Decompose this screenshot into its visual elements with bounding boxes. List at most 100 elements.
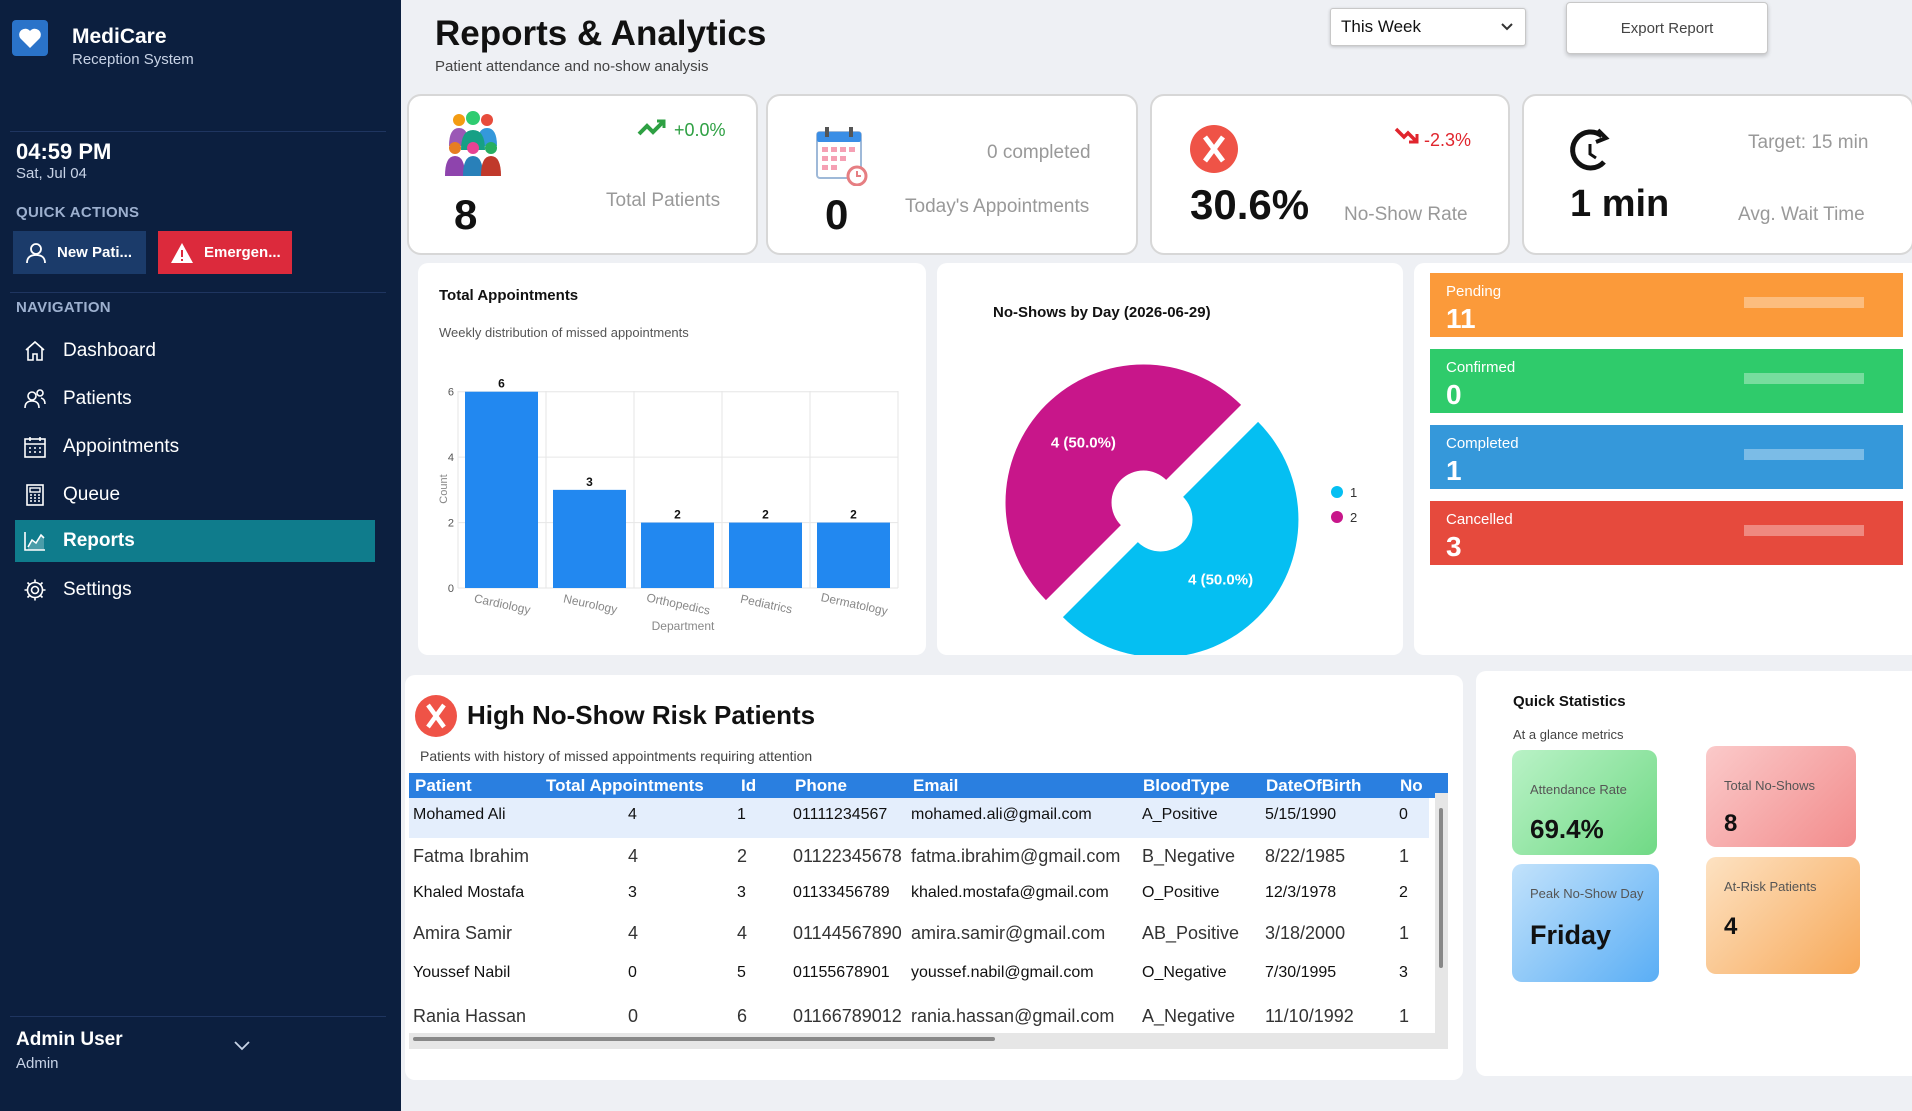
scrollbar-thumb[interactable] xyxy=(413,1037,995,1041)
nav-item-dashboard[interactable]: Dashboard xyxy=(15,330,375,372)
scrollbar-thumb[interactable] xyxy=(1439,808,1443,968)
column-header[interactable]: Patient xyxy=(415,776,472,795)
vertical-scrollbar[interactable] xyxy=(1435,793,1448,1049)
y-tick-label: 2 xyxy=(448,518,454,530)
bar[interactable] xyxy=(729,522,802,588)
status-value: 1 xyxy=(1446,455,1462,486)
table-row[interactable]: Fatma Ibrahim 4 2 01122345678 fatma.ibrahim@… xyxy=(409,836,1429,876)
table-cell: Youssef Nabil xyxy=(413,964,511,981)
total-patients-value: 8 xyxy=(454,191,478,238)
nav-label: Dashboard xyxy=(63,340,156,361)
table-cell: 3/18/2000 xyxy=(1265,923,1346,943)
legend-label: 1 xyxy=(1350,485,1357,500)
pie-chart-panel: No-Shows by Day (2026-06-29) 4 (50.0%) 4 … xyxy=(937,263,1403,655)
nav-item-settings[interactable]: Settings xyxy=(15,569,375,611)
period-select[interactable]: This Week xyxy=(1330,8,1526,46)
x-axis-label: Department xyxy=(652,619,715,633)
app-name: MediCare xyxy=(72,25,167,48)
status-label: Cancelled xyxy=(1446,511,1513,528)
stat-label: Attendance Rate xyxy=(1530,782,1627,797)
table-cell: 3 xyxy=(737,884,746,901)
app-subtitle: Reception System xyxy=(72,51,194,68)
nav-item-appointments[interactable]: Appointments xyxy=(15,426,375,468)
table-cell: 8/22/1985 xyxy=(1265,846,1346,866)
nav-item-queue[interactable]: Queue xyxy=(15,474,375,516)
bar[interactable] xyxy=(465,391,538,588)
stat-label: Total No-Shows xyxy=(1724,778,1816,793)
table-row[interactable]: Rania Hassan 0 6 01166789012 rania.hassan@gm… xyxy=(409,996,1429,1036)
table-cell: 4 xyxy=(628,846,639,866)
table-cell: 0 xyxy=(628,1006,639,1026)
x-tick-label: Pediatrics xyxy=(739,592,793,617)
stat-at-risk: At-Risk Patients 4 xyxy=(1706,857,1860,974)
export-report-button[interactable]: Export Report xyxy=(1566,2,1768,54)
users-icon xyxy=(24,389,46,409)
new-patient-button[interactable]: New Pati... xyxy=(13,231,146,274)
stat-total-noshows: Total No-Shows 8 xyxy=(1706,746,1856,847)
column-header[interactable]: BloodType xyxy=(1143,776,1230,795)
table-row[interactable]: Amira Samir 4 4 01144567890 amira.samir@gmai… xyxy=(409,913,1429,953)
bar-value-label: 6 xyxy=(498,377,505,391)
noshow-rate-label: No-Show Rate xyxy=(1344,204,1468,225)
stat-value: 69.4% xyxy=(1530,814,1604,844)
nav-label: Reports xyxy=(63,530,135,551)
table-cell: Mohamed Ali xyxy=(413,806,506,823)
table-cell: A_Negative xyxy=(1142,1006,1236,1026)
pie-slice[interactable] xyxy=(1005,364,1242,601)
period-value: This Week xyxy=(1341,17,1421,36)
bar[interactable] xyxy=(641,522,714,588)
table-cell: youssef.nabil@gmail.com xyxy=(911,964,1094,981)
column-header[interactable]: DateOfBirth xyxy=(1266,776,1362,795)
horizontal-scrollbar[interactable] xyxy=(409,1033,1435,1049)
bar-chart: 0 2 4 6 6 Cardiology 3 Neurology 2 Orthopedics 2 Pe… xyxy=(438,377,899,633)
table-cell: O_Negative xyxy=(1142,964,1227,981)
gear-icon xyxy=(24,579,46,601)
column-header[interactable]: No xyxy=(1400,776,1423,795)
table-cell: 0 xyxy=(628,964,637,981)
table-cell: khaled.mostafa@gmail.com xyxy=(911,884,1109,901)
table-cell: 4 xyxy=(628,923,639,943)
status-value: 11 xyxy=(1446,303,1476,334)
x-tick-label: Dermatology xyxy=(820,590,889,618)
table-row[interactable]: Mohamed Ali 4 1 01111234567 mohamed.ali@gmai… xyxy=(409,798,1429,838)
table-cell: 01111234567 xyxy=(793,806,888,823)
user-role: Admin xyxy=(16,1055,59,1072)
y-axis-label: Count xyxy=(438,474,450,503)
legend-label: 2 xyxy=(1350,510,1357,525)
stat-label: At-Risk Patients xyxy=(1724,879,1817,894)
chart-icon xyxy=(24,532,45,551)
table-cell: Khaled Mostafa xyxy=(413,884,525,901)
column-header[interactable]: Id xyxy=(741,776,757,795)
nav-label: Settings xyxy=(63,579,132,600)
pie-chart-title: No-Shows by Day (2026-06-29) xyxy=(993,304,1211,321)
refresh-icon xyxy=(1570,128,1610,171)
table-cell: amira.samir@gmail.com xyxy=(911,923,1106,943)
column-header[interactable]: Email xyxy=(913,776,959,795)
table-cell: O_Positive xyxy=(1142,884,1220,901)
table-cell: 2 xyxy=(1399,884,1408,901)
navigation-label: NAVIGATION xyxy=(16,299,111,316)
chevron-down-icon[interactable] xyxy=(233,1040,251,1052)
stat-label: Peak No-Show Day xyxy=(1530,886,1644,901)
status-confirmed: Confirmed 0 xyxy=(1430,349,1903,413)
emergency-button[interactable]: Emergen... xyxy=(158,231,292,274)
nav-item-reports[interactable]: Reports xyxy=(15,520,375,562)
wait-time-label: Avg. Wait Time xyxy=(1738,204,1865,225)
kpi-wait-time: 1 min Target: 15 min Avg. Wait Time xyxy=(1522,94,1912,255)
table-cell: 01133456789 xyxy=(793,884,890,901)
table-cell: 0 xyxy=(1399,806,1408,823)
chevron-down-icon xyxy=(1501,23,1513,31)
bar-chart-subtitle: Weekly distribution of missed appointmen… xyxy=(439,325,689,340)
bar[interactable] xyxy=(817,522,890,588)
clock-date: Sat, Jul 04 xyxy=(16,165,87,182)
noshow-rate-value: 30.6% xyxy=(1190,181,1310,228)
user-name: Admin User xyxy=(16,1029,123,1050)
nav-item-patients[interactable]: Patients xyxy=(15,378,375,420)
table-row[interactable]: Youssef Nabil 0 5 01155678901 youssef.nabil@… xyxy=(409,956,1429,996)
table-row[interactable]: Khaled Mostafa 3 3 01133456789 khaled.mostaf… xyxy=(409,876,1429,916)
column-header[interactable]: Phone xyxy=(795,776,847,795)
pie-slice[interactable] xyxy=(1062,421,1299,655)
column-header[interactable]: Total Appointments xyxy=(546,776,704,795)
pie-chart: 4 (50.0%) 4 (50.0%) 1 2 xyxy=(1005,364,1357,655)
bar[interactable] xyxy=(553,489,626,588)
